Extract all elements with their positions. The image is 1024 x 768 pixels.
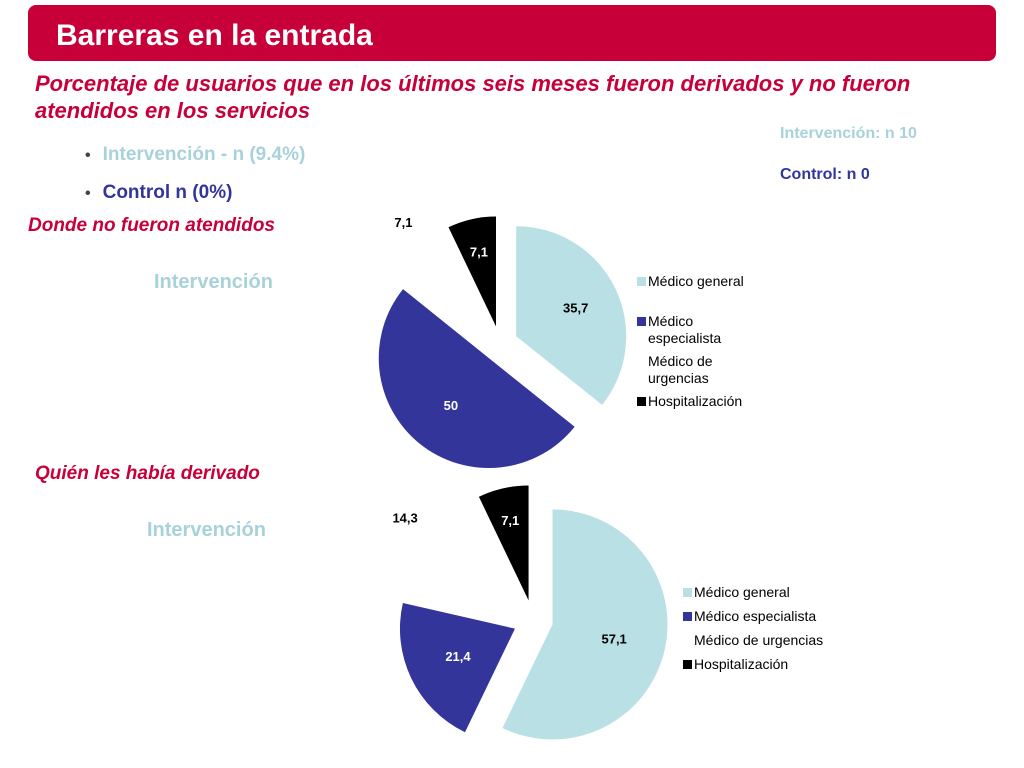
slice-medico-urgencias bbox=[405, 503, 518, 608]
bullet-control: • Control n (0%) bbox=[85, 174, 305, 212]
data-label-hospitalizacion: 7,1 bbox=[470, 244, 488, 259]
legend-swatch bbox=[637, 277, 646, 286]
slice-hospitalizacion bbox=[448, 216, 497, 327]
intervention-sample-size: Intervención: n 10 bbox=[780, 125, 917, 142]
slice-medico-general bbox=[516, 226, 627, 405]
section-title-1: Donde no fueron atendidos bbox=[28, 215, 275, 236]
title-bar: Barreras en la entrada bbox=[28, 5, 996, 61]
legend-label: Hospitalización bbox=[648, 393, 743, 409]
slice-hospitalizacion bbox=[478, 485, 529, 601]
data-label-medico-especialista: 50 bbox=[444, 398, 458, 413]
legend-label: Médico general bbox=[648, 273, 744, 289]
legend-label: Médico especialista bbox=[694, 608, 817, 624]
bullet-intervention: • Intervención - n (9.4%) bbox=[85, 136, 305, 174]
legend-swatch bbox=[683, 612, 692, 621]
legend-swatch bbox=[637, 397, 646, 406]
legend-label: Médico de urgencias bbox=[694, 632, 824, 648]
data-label-medico-urgencias: 7,1 bbox=[394, 215, 412, 230]
legend-label: Médico de urgencias bbox=[648, 353, 713, 386]
slice-medico-especialista bbox=[399, 603, 515, 733]
page-title: Barreras en la entrada bbox=[56, 19, 373, 52]
bullet-dot-icon: • bbox=[85, 185, 91, 202]
legend-swatch bbox=[683, 660, 692, 669]
data-label-medico-especialista: 21,4 bbox=[445, 649, 471, 664]
legend-label: Médico especialista bbox=[648, 313, 722, 346]
bullet-dot-icon: • bbox=[85, 147, 91, 164]
subtitle: Porcentaje de usuarios que en los último… bbox=[35, 71, 911, 123]
data-label-medico-urgencias: 14,3 bbox=[392, 511, 417, 526]
pie-chart-1: 35,7 50 7,1 7,1 bbox=[378, 215, 627, 469]
data-label-medico-general: 57,1 bbox=[601, 632, 626, 647]
data-label-medico-general: 35,7 bbox=[563, 301, 588, 316]
legend-swatch bbox=[683, 588, 692, 597]
chart2-group-label: Intervención bbox=[147, 519, 266, 541]
group-bullets: • Intervención - n (9.4%) • Control n (0%) bbox=[85, 136, 305, 212]
control-sample-size: Control: n 0 bbox=[780, 166, 870, 183]
slice-medico-general bbox=[502, 509, 668, 740]
legend-label: Hospitalización bbox=[694, 656, 789, 672]
bullet-intervention-text: Intervención - n (9.4%) bbox=[102, 144, 306, 165]
data-label-hospitalizacion: 7,1 bbox=[501, 513, 519, 528]
slice-medico-especialista bbox=[378, 289, 575, 469]
chart1-group-label: Intervención bbox=[154, 271, 273, 293]
bullet-control-text: Control n (0%) bbox=[102, 182, 233, 203]
section-title-2: Quién les había derivado bbox=[35, 463, 260, 484]
legend-label: Médico general bbox=[694, 584, 790, 600]
slice-medico-urgencias bbox=[403, 230, 489, 330]
legend-swatch bbox=[637, 317, 646, 326]
pie-chart-2: 57,1 21,4 14,3 7,1 bbox=[392, 485, 668, 740]
